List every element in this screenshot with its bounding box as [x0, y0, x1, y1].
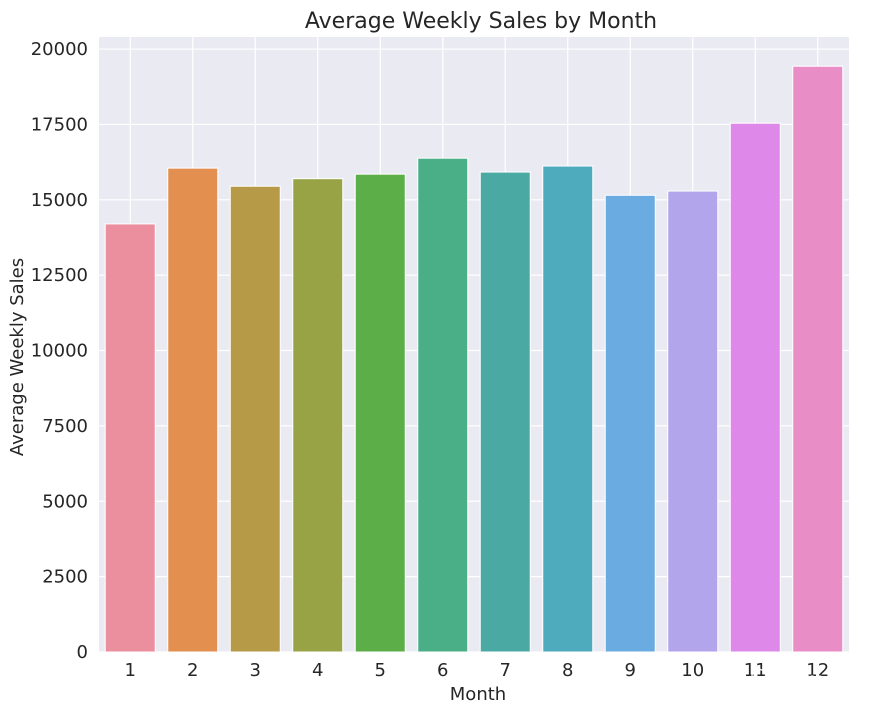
- bar-month-8: [542, 165, 594, 653]
- y-tick-label: 15000: [31, 190, 88, 211]
- x-tick-label: 9: [625, 660, 636, 681]
- bar-month-11: [729, 122, 781, 653]
- bar-month-3: [229, 185, 281, 653]
- bar-month-7: [479, 171, 531, 653]
- x-tick-label: 3: [250, 660, 261, 681]
- x-tick-label: 12: [806, 660, 829, 681]
- bar-month-1: [104, 223, 156, 653]
- wechat-icon: [751, 668, 774, 687]
- x-tick-label: 1: [125, 660, 136, 681]
- bar-month-6: [417, 157, 469, 653]
- bar-month-9: [604, 194, 656, 653]
- x-tick-label: 6: [437, 660, 448, 681]
- x-tick-label: 8: [562, 660, 573, 681]
- x-tick-label: 4: [312, 660, 323, 681]
- y-tick-label: 2500: [42, 567, 88, 588]
- bar-month-12: [792, 65, 844, 653]
- bars: [104, 65, 844, 653]
- y-tick-label: 0: [77, 642, 88, 663]
- y-tick-label: 12500: [31, 265, 88, 286]
- plot-area: [99, 37, 849, 652]
- watermark-text: alitrack: [776, 669, 847, 691]
- y-tick-label: 20000: [31, 39, 88, 60]
- x-axis-label: Month: [450, 684, 506, 705]
- x-tick-labels: 1 2 3 4 5 6 7 8 9 10 11 12: [125, 660, 830, 681]
- y-tick-label: 5000: [42, 491, 88, 512]
- y-tick-label: 10000: [31, 341, 88, 362]
- chart-title: Average Weekly Sales by Month: [305, 9, 657, 34]
- y-tick-label: 17500: [31, 114, 88, 135]
- y-axis-label: Average Weekly Sales: [7, 258, 28, 456]
- bar-month-4: [292, 178, 344, 653]
- watermark: alitrack: [751, 668, 847, 691]
- x-tick-label: 5: [375, 660, 386, 681]
- y-tick-labels: 0 2500 5000 7500 10000 12500 15000 17500 20000: [31, 39, 88, 663]
- x-tick-label: 7: [500, 660, 511, 681]
- bar-month-2: [167, 167, 219, 653]
- bar-month-5: [354, 173, 406, 653]
- bar-month-10: [667, 190, 719, 653]
- y-tick-label: 7500: [42, 416, 88, 437]
- x-tick-label: 10: [681, 660, 704, 681]
- x-tick-label: 2: [187, 660, 198, 681]
